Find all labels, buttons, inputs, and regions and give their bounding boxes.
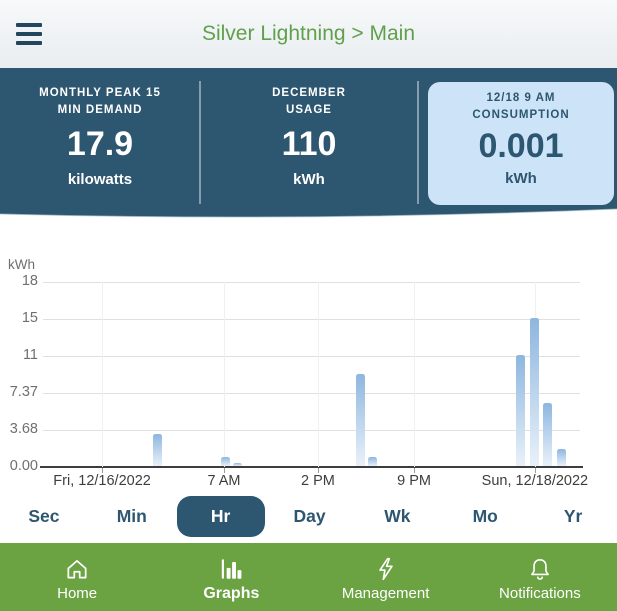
range-option-mo[interactable]: Mo	[472, 505, 498, 526]
stat-value: 110	[281, 125, 337, 164]
stat-label: 12/18 9 AM	[486, 92, 556, 104]
x-tick-label: 2 PM	[301, 473, 335, 489]
page-title: Silver Lightning > Main	[201, 22, 416, 45]
y-tick-label: 3.68	[9, 421, 38, 437]
vertical-gridline	[414, 282, 416, 467]
gridline	[43, 392, 580, 394]
y-tick-label: 15	[21, 310, 38, 326]
x-tick-label: 9 PM	[397, 473, 431, 489]
vertical-gridline	[102, 282, 104, 467]
x-axis-tick	[223, 468, 225, 473]
bar-chart-icon	[222, 558, 242, 579]
usage-bar[interactable]	[557, 448, 567, 466]
bottom-navigation: Home Graphs Management Notifications	[0, 543, 617, 611]
nav-item-home[interactable]: Home	[0, 543, 154, 611]
range-option-min[interactable]: Min	[116, 505, 147, 526]
vertical-gridline	[223, 282, 225, 467]
stat-consumption-selected-card[interactable]: 12/18 9 AM CONSUMPTION 0.001 kWh	[428, 82, 614, 205]
usage-bar[interactable]	[355, 373, 365, 466]
usage-bar[interactable]	[529, 317, 539, 466]
x-axis-tick	[414, 468, 416, 473]
nav-item-graphs[interactable]: Graphs	[154, 543, 308, 611]
nav-label: Graphs	[203, 584, 260, 602]
stat-label: DECEMBER	[272, 87, 346, 99]
x-tick-label: 7 AM	[207, 473, 241, 489]
stat-label: CONSUMPTION	[472, 108, 570, 121]
stats-band: MONTHLY PEAK 15 MIN DEMAND 17.9 kilowatt…	[0, 68, 617, 222]
stat-divider	[199, 81, 201, 204]
gridline	[43, 355, 580, 357]
range-option-wk[interactable]: Wk	[384, 505, 411, 526]
usage-bar[interactable]	[220, 456, 230, 466]
range-option-hr[interactable]: Hr	[176, 495, 265, 537]
x-tick-label: Sun, 12/18/2022	[481, 473, 589, 489]
app-header: Silver Lightning > Main	[0, 0, 617, 68]
stat-label: USAGE	[286, 103, 332, 116]
usage-bar[interactable]	[516, 355, 526, 466]
stat-value: 17.9	[66, 125, 134, 164]
stat-divider	[417, 81, 419, 204]
x-axis-tick	[534, 468, 536, 473]
range-option-day[interactable]: Day	[293, 505, 326, 526]
stat-unit: kWh	[293, 171, 325, 189]
usage-bar[interactable]	[543, 402, 553, 466]
nav-item-management[interactable]: Management	[309, 543, 463, 611]
range-option-sec[interactable]: Sec	[28, 505, 60, 526]
y-tick-label: 11	[22, 347, 38, 363]
usage-bar[interactable]	[153, 433, 163, 466]
usage-bar[interactable]	[367, 456, 377, 466]
y-tick-label: 0.00	[9, 458, 38, 474]
stat-label: MONTHLY PEAK 15	[39, 87, 161, 99]
stat-label: MIN DEMAND	[57, 103, 143, 116]
stat-value: 0.001	[478, 127, 564, 166]
x-axis-line	[40, 466, 583, 468]
usage-bar-chart: kWh 18 15 11 7.37 3.68 0.00 Fri, 12/16/2022 7 A…	[0, 230, 617, 500]
gridline	[43, 318, 580, 320]
hamburger-menu-icon[interactable]	[16, 23, 44, 45]
vertical-gridline	[317, 282, 319, 467]
lightning-icon	[378, 557, 393, 581]
stat-unit: kWh	[505, 170, 537, 188]
x-axis-tick	[102, 468, 104, 473]
stat-monthly-peak-demand[interactable]: MONTHLY PEAK 15 MIN DEMAND 17.9 kilowatt…	[0, 85, 200, 188]
home-icon	[67, 560, 87, 579]
x-axis-tick	[317, 468, 319, 473]
nav-label: Management	[341, 585, 430, 602]
gridline	[43, 281, 580, 283]
nav-label: Notifications	[499, 585, 581, 602]
y-tick-label: 7.37	[9, 384, 38, 400]
bell-icon	[530, 558, 549, 580]
x-tick-label: Fri, 12/16/2022	[53, 473, 151, 489]
y-axis-title: kWh	[8, 257, 35, 272]
time-range-selector: Sec Min Hr Day Wk Mo Yr	[0, 490, 617, 542]
stat-unit: kilowatts	[67, 171, 133, 189]
gridline	[43, 429, 580, 431]
range-option-yr[interactable]: Yr	[563, 505, 583, 526]
nav-label: Home	[57, 585, 98, 602]
nav-item-notifications[interactable]: Notifications	[463, 543, 617, 611]
usage-bar[interactable]	[233, 462, 243, 466]
y-tick-label: 18	[21, 273, 38, 289]
stat-december-usage[interactable]: DECEMBER USAGE 110 kWh	[200, 85, 418, 188]
